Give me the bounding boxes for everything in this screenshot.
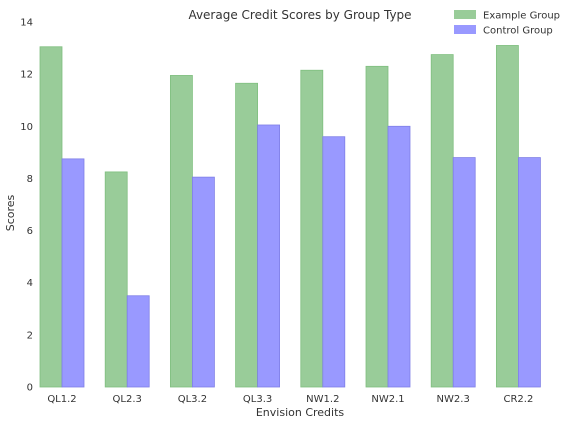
x-tick-label: NW1.2 xyxy=(306,394,339,405)
legend-swatch-example xyxy=(454,10,476,19)
x-ticks: QL1.2 QL2.3 QL3.2 QL3.3 NW1.2 NW2.1 NW2.3 CR2.2 xyxy=(47,394,533,405)
bar-example-QL1.2 xyxy=(39,46,63,388)
legend: Example Group Control Group xyxy=(454,10,560,37)
bar-control-QL1.2 xyxy=(61,158,85,388)
legend-swatch-control xyxy=(454,25,476,34)
bar-control-QL3.3 xyxy=(257,124,281,388)
chart-title: Average Credit Scores by Group Type xyxy=(188,8,411,22)
bar-example-NW2.1 xyxy=(365,65,389,388)
y-ticks: 0 2 4 6 8 10 12 14 xyxy=(20,18,33,394)
bar-control-QL2.3 xyxy=(126,295,150,388)
x-axis-label: Envision Credits xyxy=(256,406,345,419)
bar-example-QL3.2 xyxy=(169,75,193,388)
bar-control-NW1.2 xyxy=(322,136,346,388)
bar-example-CR2.2 xyxy=(495,45,519,388)
bar-control-QL3.2 xyxy=(191,176,215,388)
y-axis-label: Scores xyxy=(4,194,17,231)
y-tick-label: 2 xyxy=(27,330,33,341)
x-tick-label: QL3.3 xyxy=(243,394,272,405)
legend-label-control: Control Group xyxy=(483,26,553,37)
bar-example-NW2.3 xyxy=(430,54,454,388)
x-tick-label: QL3.2 xyxy=(178,394,207,405)
y-tick-label: 12 xyxy=(20,70,33,81)
x-tick-label: NW2.1 xyxy=(371,394,404,405)
bar-example-QL2.3 xyxy=(104,171,128,388)
x-tick-label: NW2.3 xyxy=(437,394,470,405)
y-tick-label: 10 xyxy=(20,122,33,133)
bars-group xyxy=(39,45,541,388)
x-tick-label: CR2.2 xyxy=(503,394,533,405)
y-tick-label: 14 xyxy=(20,18,33,29)
bar-control-CR2.2 xyxy=(518,157,541,388)
x-tick-label: QL1.2 xyxy=(47,394,76,405)
x-tick-label: QL2.3 xyxy=(113,394,142,405)
legend-label-example: Example Group xyxy=(483,11,560,22)
y-tick-label: 4 xyxy=(27,278,33,289)
bar-control-NW2.3 xyxy=(452,157,476,388)
bar-example-NW1.2 xyxy=(300,69,324,388)
y-tick-label: 8 xyxy=(27,174,33,185)
bar-control-NW2.1 xyxy=(387,125,411,388)
bar-example-QL3.3 xyxy=(235,82,259,388)
y-tick-label: 0 xyxy=(27,383,33,394)
y-tick-label: 6 xyxy=(27,226,33,237)
